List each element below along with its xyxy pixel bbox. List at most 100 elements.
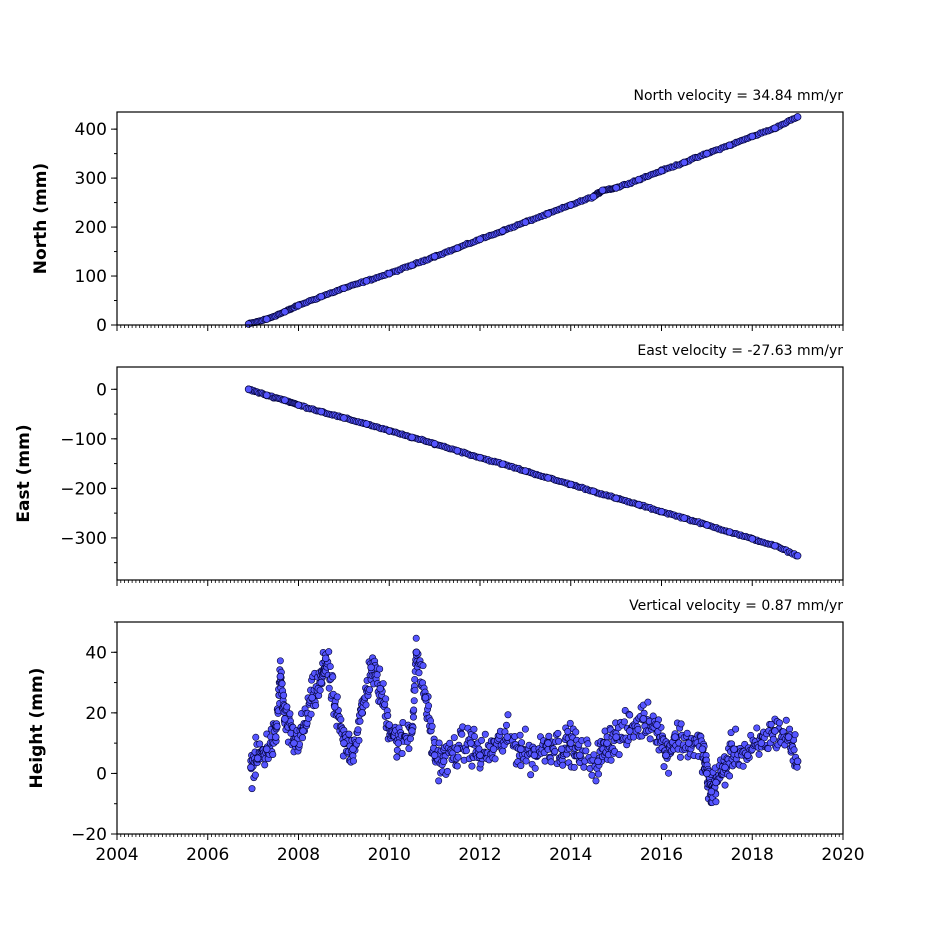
data-point-interp [435,777,443,785]
x-tick-label: 2010 [368,845,411,865]
y-tick-label: 0 [96,380,107,400]
data-point [598,186,607,195]
data-point [743,751,752,760]
data-point-interp [450,734,458,742]
data-point-interp [393,753,401,761]
x-tick-label: 2006 [186,845,229,865]
data-point [748,132,756,141]
data-point [544,474,552,482]
data-point [294,401,303,409]
data-point [503,733,511,741]
data-point-interp [325,684,333,692]
data-point [421,693,430,702]
data-point-interp [566,719,574,727]
data-point-interp [481,730,489,738]
data-point [244,385,253,394]
data-point [521,218,530,226]
yticks-east: 0 −100 −200 −300 [60,380,117,564]
data-point [358,709,366,717]
data-point [680,158,688,167]
data-point-interp [276,657,284,665]
frame-east [116,366,844,581]
data-point [530,751,539,760]
data-point-interp [384,712,392,720]
yticks-north: 0 100 200 300 400 [75,120,117,336]
data-point-interp [531,764,539,772]
y-tick-label: −20 [71,825,107,845]
data-point [476,751,484,760]
data-point [340,284,348,293]
data-point-interp [470,725,478,733]
data-point-interp [755,750,763,758]
data-point-interp [753,724,761,732]
data-point [612,733,620,741]
data-point-interp [551,747,559,755]
data-point-interp [355,736,363,744]
data-point [362,277,371,285]
data-point-interp [286,710,294,718]
data-point [340,414,348,422]
data-point-interp [646,735,654,743]
data-point-interp [555,737,563,745]
data-point [453,446,462,455]
data-point-interp [522,757,530,765]
data-point-interp [256,740,264,748]
data-point [453,244,462,252]
data-point [430,252,439,261]
data-point-interp [345,730,353,738]
data-point [290,739,298,747]
points-height [247,634,802,807]
data-point [276,672,285,681]
data-point-interp [409,713,417,721]
data-point [385,269,394,278]
data-point-interp [468,762,476,770]
data-point-interp [312,701,320,709]
data-point-interp [337,716,345,724]
data-point [476,235,484,244]
x-tick-label: 2020 [821,845,864,865]
data-point-interp [349,757,357,765]
x-tick-label: 2014 [549,845,592,865]
data-point-interp [415,669,423,677]
data-point [757,739,766,747]
data-point [367,663,375,672]
data-point-interp [775,719,783,727]
data-point-interp [251,771,259,779]
data-point [784,733,793,741]
data-point [521,467,530,475]
data-point-interp [502,721,510,729]
data-point [771,124,779,132]
data-point-interp [382,695,390,703]
y-tick-label: 0 [96,764,107,784]
data-point-interp [398,749,406,757]
data-point-interp [630,733,638,741]
data-point-interp [406,735,414,743]
data-point-interp [326,662,334,670]
data-point [671,733,679,741]
data-point-interp [491,755,499,763]
data-point [748,535,756,543]
data-point [408,261,416,270]
xticks-north [116,325,844,331]
data-point [262,315,271,323]
data-point-interp [721,781,729,789]
x-tick-label: 2018 [731,845,774,865]
data-point-interp [545,732,553,740]
data-point-interp [769,735,777,743]
data-point-interp [582,747,590,755]
data-point-interp [677,720,685,728]
data-point-interp [405,745,413,753]
data-point-interp [572,728,580,736]
x-tick-label: 2004 [95,845,138,865]
data-point [612,494,620,503]
data-point [317,292,325,301]
data-point-interp [726,772,734,780]
data-point-interp [373,671,381,679]
data-point [517,745,525,753]
data-point [712,778,720,787]
data-point [408,433,416,442]
panel-height: Vertical velocity = 0.87 mm/yr 40200−20 … [27,598,865,865]
data-point [281,396,289,404]
data-point-interp [712,798,720,806]
data-point [262,391,271,399]
